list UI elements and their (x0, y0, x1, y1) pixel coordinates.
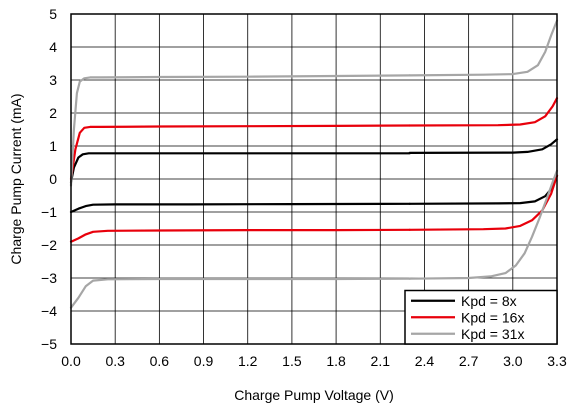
series-line-2-branch-1 (69, 124, 411, 181)
x-tick-label: 1.5 (282, 353, 302, 369)
x-tick-label: 2.1 (371, 353, 391, 369)
x-tick-label: 1.8 (326, 353, 346, 369)
x-tick-label: 0.0 (61, 353, 81, 369)
series-line-2-branch-2 (408, 97, 559, 127)
series-line-1-branch-3 (69, 202, 411, 214)
y-axis-title: Charge Pump Current (mA) (8, 93, 24, 264)
x-tick-label: 2.4 (415, 353, 435, 369)
series-line-1-branch-1 (69, 152, 411, 184)
y-tick-label: 1 (49, 138, 57, 154)
legend-label: Kpd = 16x (461, 309, 524, 325)
y-tick-label: −1 (41, 204, 57, 220)
legend-label: Kpd = 31x (461, 326, 524, 342)
series-layer (69, 19, 559, 309)
x-tick-label: 3.0 (503, 353, 523, 369)
series-line-2-branch-4 (408, 174, 559, 231)
x-tick-label: 0.6 (150, 353, 170, 369)
y-tick-label: 4 (49, 39, 57, 55)
legend-label: Kpd = 8x (461, 293, 517, 309)
series-line-3-branch-2 (408, 19, 559, 77)
x-tick-label: 1.2 (238, 353, 258, 369)
y-tick-label: 2 (49, 105, 57, 121)
x-axis-title: Charge Pump Voltage (V) (234, 387, 394, 403)
legend-box (404, 289, 558, 345)
y-tick-label: −3 (41, 270, 57, 286)
series-line-1-branch-2 (408, 138, 559, 154)
y-tick-label: −5 (41, 336, 57, 352)
x-tick-label: 3.3 (547, 353, 567, 369)
y-tick-label: 5 (49, 6, 57, 22)
x-tick-labels: 0.0 0.3 0.6 0.9 1.2 1.5 1.8 2.1 2.4 2.7 3.0 3.3 (61, 353, 567, 369)
x-tick-label: 0.3 (105, 353, 125, 369)
y-tick-label: −4 (41, 303, 57, 319)
series-line-3-branch-3 (69, 277, 411, 309)
series-line-2-branch-3 (69, 228, 411, 243)
series-line-1-branch-4 (408, 174, 559, 205)
series-line-3-branch-1 (69, 74, 411, 187)
y-tick-label: −2 (41, 237, 57, 253)
x-tick-label: 0.9 (194, 353, 214, 369)
y-tick-label: 3 (49, 72, 57, 88)
series-line-3-branch-4 (408, 169, 559, 280)
y-tick-label: 0 (49, 171, 57, 187)
plot-frame (70, 13, 558, 345)
x-tick-label: 2.7 (459, 353, 479, 369)
y-tick-labels: 5 4 3 2 1 0 −1 −2 −3 −4 −5 (41, 6, 57, 352)
